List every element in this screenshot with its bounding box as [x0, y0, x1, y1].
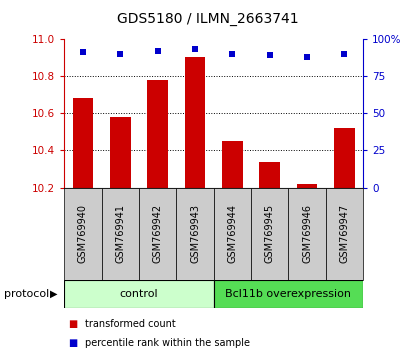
- Point: [154, 48, 161, 54]
- Text: transformed count: transformed count: [85, 319, 176, 329]
- Bar: [214, 188, 251, 280]
- Bar: [334, 128, 355, 188]
- Point: [304, 54, 310, 59]
- Text: GSM769947: GSM769947: [339, 204, 349, 263]
- Bar: [102, 188, 139, 280]
- Bar: [73, 98, 93, 188]
- Text: protocol: protocol: [4, 289, 49, 299]
- Bar: [110, 117, 131, 188]
- Text: GSM769941: GSM769941: [115, 204, 125, 263]
- Text: control: control: [120, 289, 159, 299]
- Bar: [139, 188, 176, 280]
- Bar: [147, 80, 168, 188]
- Bar: [176, 188, 214, 280]
- Text: percentile rank within the sample: percentile rank within the sample: [85, 338, 250, 348]
- Text: GSM769940: GSM769940: [78, 204, 88, 263]
- Text: GSM769942: GSM769942: [153, 204, 163, 263]
- Point: [192, 46, 198, 52]
- Point: [117, 51, 124, 57]
- Text: GSM769944: GSM769944: [227, 204, 237, 263]
- Text: ■: ■: [68, 319, 78, 329]
- Point: [229, 51, 236, 57]
- Bar: [297, 184, 317, 188]
- Bar: [222, 141, 243, 188]
- Bar: [214, 280, 363, 308]
- Text: GSM769946: GSM769946: [302, 204, 312, 263]
- Text: ▶: ▶: [50, 289, 58, 299]
- Bar: [259, 162, 280, 188]
- Point: [266, 52, 273, 58]
- Text: GSM769943: GSM769943: [190, 204, 200, 263]
- Point: [80, 50, 86, 55]
- Text: GSM769945: GSM769945: [265, 204, 275, 263]
- Text: GDS5180 / ILMN_2663741: GDS5180 / ILMN_2663741: [117, 12, 298, 27]
- Bar: [64, 188, 102, 280]
- Point: [341, 51, 348, 57]
- Bar: [185, 57, 205, 188]
- Text: Bcl11b overexpression: Bcl11b overexpression: [225, 289, 352, 299]
- Bar: [326, 188, 363, 280]
- Bar: [288, 188, 326, 280]
- Text: ■: ■: [68, 338, 78, 348]
- Bar: [64, 280, 214, 308]
- Bar: [251, 188, 288, 280]
